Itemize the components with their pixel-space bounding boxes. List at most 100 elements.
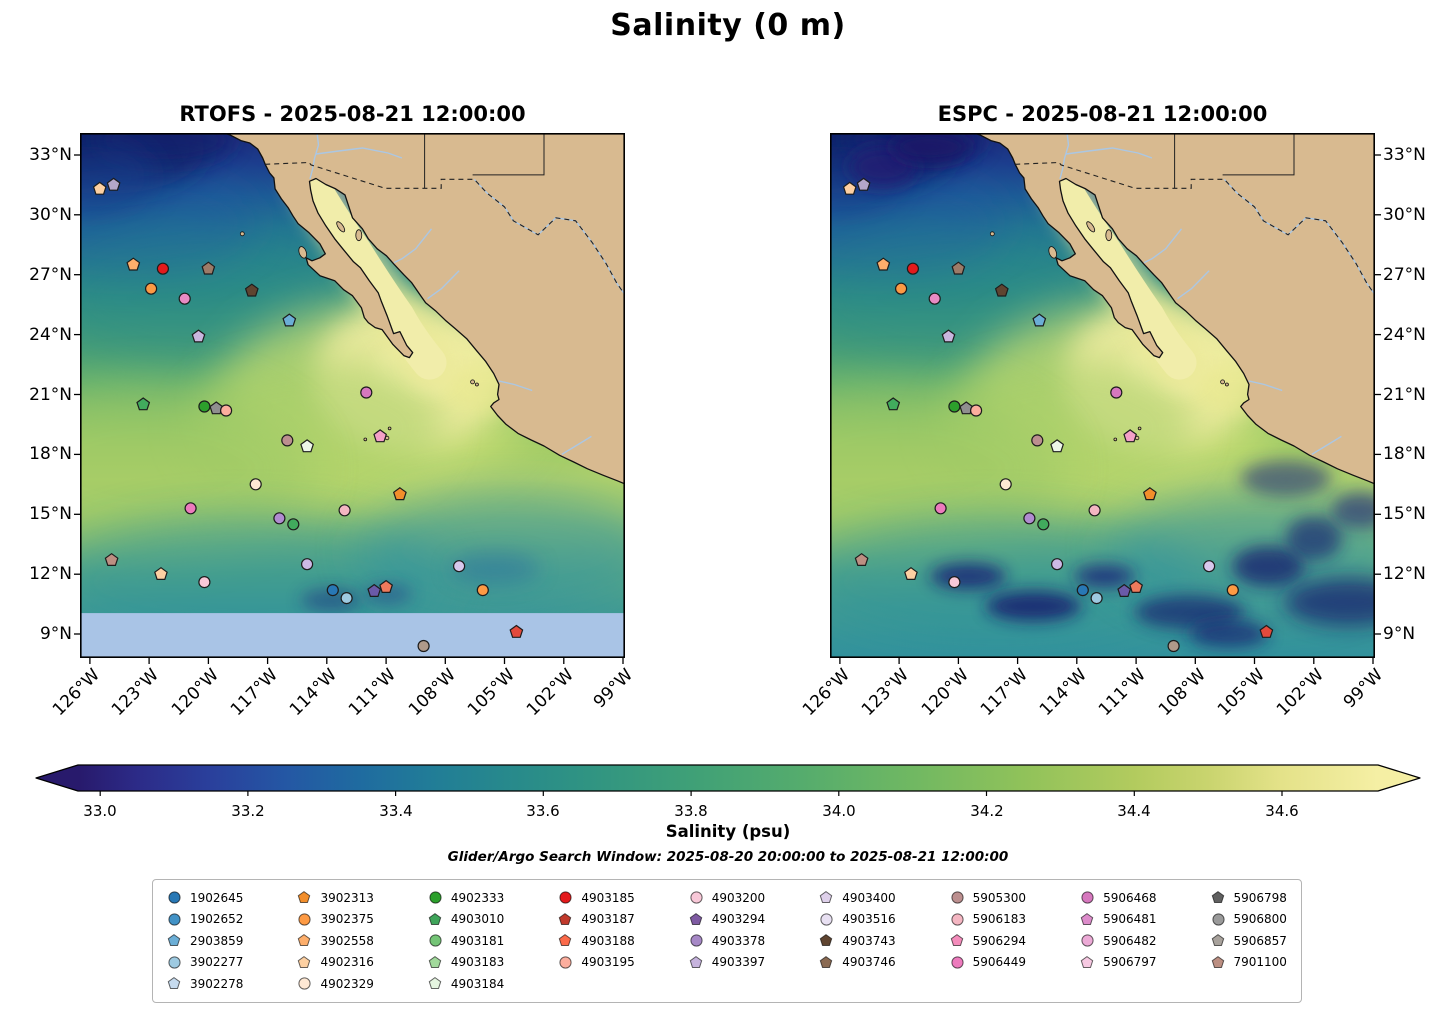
legend-pentagon-marker-icon: [819, 955, 833, 968]
legend-float-id: 4903378: [711, 933, 766, 948]
float-marker: [373, 429, 388, 443]
legend-float-id: 3902278: [190, 976, 244, 991]
legend-float-id: 4903183: [450, 955, 505, 970]
float-marker: [509, 624, 524, 638]
lon-tick-label: 105°W: [1213, 665, 1269, 720]
lon-tick-label: 99°W: [589, 665, 638, 713]
legend-pentagon-marker-icon: [167, 977, 181, 990]
float-marker: [1259, 624, 1274, 638]
float-marker: [1110, 386, 1123, 399]
legend-float-id: 4903397: [711, 955, 766, 970]
legend-entry: 5906294: [950, 930, 1026, 952]
legend-entry: 4903294: [689, 909, 765, 931]
legend-entry: 4903746: [819, 952, 896, 974]
lon-tick-label: 111°W: [1095, 665, 1151, 720]
legend-circle-marker-icon: [298, 913, 312, 926]
lat-tick-label: 30°N: [1383, 204, 1426, 225]
float-marker: [904, 566, 918, 580]
float-marker: [340, 592, 353, 605]
legend-float-id: 4903516: [842, 912, 896, 927]
float-marker: [92, 181, 107, 195]
float-marker: [198, 576, 211, 589]
legend-circle-marker-icon: [168, 913, 181, 926]
float-marker: [476, 584, 489, 597]
legend-entry: 3902277: [167, 952, 243, 974]
legend-float-id: 5906800: [1233, 912, 1287, 927]
legend-column-4: 4903185 4903187 4903188 4903195: [558, 887, 635, 995]
legend-circle-marker-icon: [429, 891, 442, 904]
legend-entry: 7901100: [1211, 952, 1287, 974]
salinity-map-espc: [830, 133, 1381, 664]
lat-tick-label: 24°N: [29, 324, 72, 345]
legend-pentagon-marker-icon: [689, 912, 703, 925]
lat-tick-label: 27°N: [29, 264, 72, 285]
legend-float-id: 5906294: [972, 933, 1027, 948]
panel-rtofs: RTOFS - 2025-08-21 12:00:00 33°N 30°N 27°N…: [29, 100, 637, 720]
lat-tick-label: 12°N: [29, 564, 72, 585]
float-marker: [178, 292, 191, 305]
lon-tick-label: 123°W: [858, 665, 914, 720]
float-marker: [282, 313, 297, 327]
legend-float-id: 4903200: [711, 890, 766, 905]
float-marker: [959, 401, 974, 415]
legend-entry: 5906797: [1080, 952, 1157, 974]
legend-float-id: 4903010: [450, 912, 505, 927]
lat-tick-label: 15°N: [29, 504, 72, 525]
legend-entry: 4903378: [689, 930, 765, 952]
legend-circle-marker-icon: [559, 956, 572, 969]
legend-circle-marker-icon: [951, 891, 964, 904]
lon-tick-label: 114°W: [1035, 665, 1091, 720]
legend-column-8: 5906468 5906481 5906482 5906797: [1080, 887, 1157, 995]
legend-float-id: 4903188: [581, 933, 635, 948]
float-marker: [367, 583, 382, 597]
legend-column-7: 5905300 5906183 5906294 5906449: [950, 887, 1026, 995]
figure-title: Salinity (0 m): [610, 8, 846, 43]
legend-entry: 5906857: [1211, 930, 1287, 952]
float-marker: [198, 400, 211, 413]
lat-tick-label: 33°N: [29, 144, 72, 165]
colorbar-bar: [35, 764, 1421, 796]
float-marker: [220, 404, 233, 417]
colorbar-tick-label: 34.0: [822, 802, 856, 820]
float-marker: [287, 518, 300, 531]
legend-entry: 4902329: [297, 973, 374, 995]
legend-entry: 5906449: [950, 952, 1026, 974]
legend-entry: 4903184: [428, 973, 504, 995]
colorbar-tick-label: 33.8: [674, 802, 708, 820]
legend-circle-marker-icon: [1081, 934, 1094, 947]
legend-circle-marker-icon: [168, 956, 181, 969]
legend-entry: 4903187: [558, 909, 635, 931]
lon-tick-label: 105°W: [463, 665, 519, 720]
lon-tick-label: 117°W: [976, 665, 1032, 720]
float-marker: [417, 639, 430, 653]
legend-pentagon-marker-icon: [1211, 891, 1224, 904]
lon-tick-label: 102°W: [1272, 665, 1328, 720]
legend-column-9: 5906798 5906800 5906857 7901100: [1211, 887, 1287, 995]
float-marker: [1088, 504, 1101, 517]
legend-circle-marker-icon: [168, 891, 181, 904]
legend-entry: 3902558: [297, 930, 374, 952]
legend-float-id: 3902313: [320, 890, 374, 905]
float-marker: [154, 566, 168, 580]
legend-entry: 5906800: [1211, 909, 1287, 931]
lat-tick-label: 21°N: [1383, 384, 1426, 405]
float-marker: [906, 262, 920, 275]
float-marker: [999, 478, 1012, 491]
legend-entry: 4903010: [428, 909, 504, 931]
legend-float-id: 5906183: [972, 912, 1027, 927]
legend-pentagon-marker-icon: [819, 891, 833, 904]
legend-entry: 5906482: [1080, 930, 1157, 952]
float-marker: [1023, 512, 1036, 525]
lon-tick-label: 126°W: [799, 665, 855, 720]
legend-float-id: 5906468: [1103, 890, 1157, 905]
float-marker: [928, 292, 941, 305]
colorbar: 33.0 33.2 33.4 33.6 33.8 34.0 34.2 34.4 34.6 Sal…: [35, 762, 1421, 841]
legend-float-id: 4903195: [581, 955, 635, 970]
float-marker: [856, 177, 871, 191]
float-marker: [1051, 558, 1064, 571]
float-marker: [453, 560, 466, 573]
float-marker: [392, 487, 407, 501]
legend-pentagon-marker-icon: [950, 934, 963, 947]
legend-entry: 4903743: [819, 930, 896, 952]
